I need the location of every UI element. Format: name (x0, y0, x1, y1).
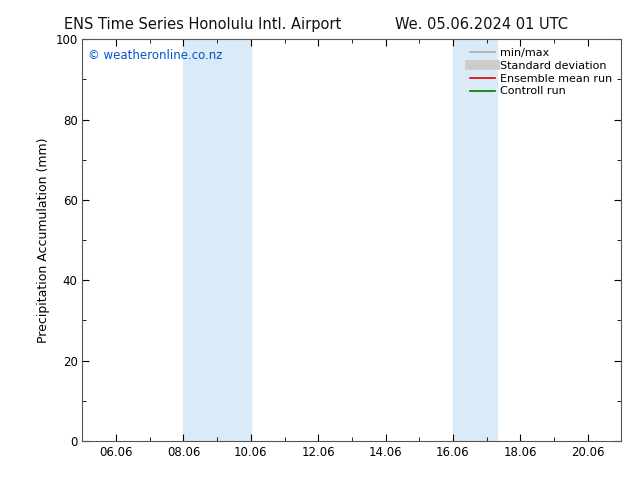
Bar (183, 39, 251, 441)
Text: © weatheronline.co.nz: © weatheronline.co.nz (87, 49, 223, 62)
Text: We. 05.06.2024 01 UTC: We. 05.06.2024 01 UTC (396, 17, 568, 32)
Text: ENS Time Series Honolulu Intl. Airport: ENS Time Series Honolulu Intl. Airport (64, 17, 342, 32)
Y-axis label: Precipitation Accumulation (mm): Precipitation Accumulation (mm) (37, 137, 49, 343)
Legend: min/max, Standard deviation, Ensemble mean run, Controll run: min/max, Standard deviation, Ensemble me… (467, 45, 616, 100)
Bar (453, 39, 496, 441)
